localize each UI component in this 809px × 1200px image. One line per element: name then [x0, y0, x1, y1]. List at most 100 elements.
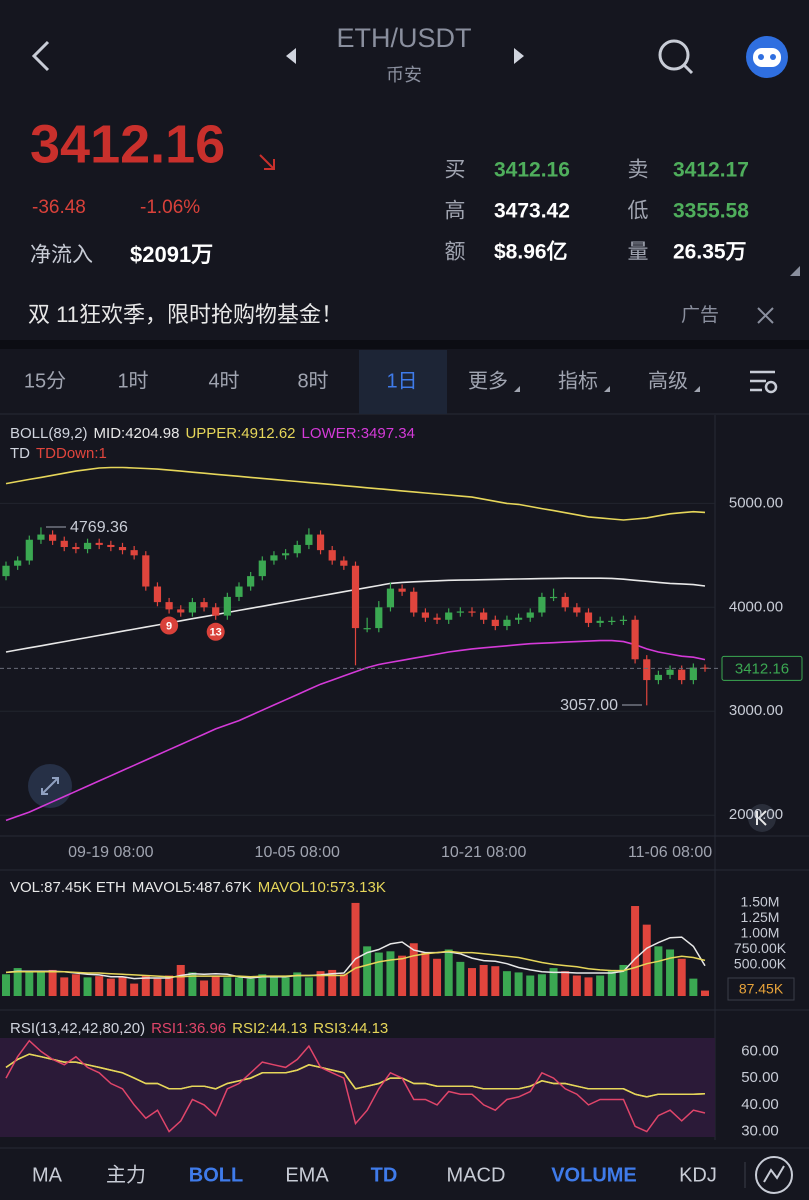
volume-bar: [339, 974, 348, 996]
indicator-tab[interactable]: MACD: [447, 1164, 506, 1186]
volume-bar: [304, 977, 313, 996]
scroll-latest[interactable]: [748, 804, 776, 832]
avatar[interactable]: [746, 36, 788, 78]
volume-bar: [223, 977, 232, 996]
draw-button[interactable]: [755, 1156, 793, 1194]
indicator-tab[interactable]: 主力: [106, 1163, 146, 1186]
legend-entry: TDDown:1: [36, 445, 107, 462]
indicator-legend: VOL:87.45K ETH MAVOL5:487.67K MAVOL10:573.…: [10, 879, 386, 896]
prev-pair[interactable]: [286, 48, 296, 64]
volume-bar: [491, 966, 500, 996]
change-pct: -1.06%: [140, 197, 200, 218]
volume-bar: [596, 975, 605, 996]
volume-bar: [235, 977, 243, 996]
volume-bar: [456, 961, 465, 996]
candle-body: [270, 555, 278, 561]
y-tick-label: 30.00: [741, 1123, 779, 1140]
fullscreen-button[interactable]: [28, 764, 72, 808]
interval-tab[interactable]: 更多: [468, 369, 508, 392]
td-marker: [160, 616, 179, 635]
candle-body: [398, 588, 406, 592]
y-tick-label: 60.00: [741, 1042, 779, 1059]
candle-body: [258, 560, 266, 577]
candle-body: [351, 565, 360, 629]
candle-body: [165, 602, 173, 610]
volume-bar: [502, 971, 511, 996]
x-tick-label: 09-19 08:00: [68, 844, 154, 861]
volume-bar: [71, 974, 80, 996]
volume-bar: [188, 972, 197, 996]
candle-body: [386, 588, 395, 608]
settings-button[interactable]: [750, 370, 778, 394]
volume-bar: [83, 977, 92, 996]
indicator-tab[interactable]: TD: [371, 1164, 398, 1186]
interval-tab[interactable]: 8时: [297, 369, 328, 392]
candle-body: [49, 534, 57, 541]
candle-body: [596, 620, 604, 623]
volume-bar: [701, 990, 709, 996]
interval-tab[interactable]: 4时: [208, 369, 239, 392]
volume-bar: [433, 958, 442, 996]
dropdown-caret: [604, 386, 610, 392]
volume-bar: [572, 975, 581, 996]
y-tick-label: 3000.00: [729, 702, 783, 719]
volume-current: 87.45K: [739, 981, 784, 997]
candle-body: [95, 542, 103, 545]
ad-close[interactable]: [757, 307, 774, 324]
volume-bar: [328, 969, 337, 996]
candle-body: [363, 628, 371, 630]
interval-tab[interactable]: 1时: [117, 369, 148, 392]
candle-body: [445, 612, 453, 620]
candle-body: [643, 659, 651, 681]
candle-body: [701, 667, 709, 669]
volume-bar: [153, 978, 162, 996]
volume-bar: [269, 975, 278, 996]
y-tick-label: 750.00K: [734, 940, 787, 956]
candle-body: [2, 565, 10, 577]
candle-body: [235, 586, 243, 597]
td-count: 13: [210, 627, 222, 639]
candle-body: [666, 669, 674, 675]
rsi-line: [5, 1053, 706, 1098]
ad-text[interactable]: 双 11狂欢季，限时抢购物基金！: [28, 302, 343, 327]
back-button[interactable]: [31, 40, 50, 72]
candle-body: [538, 596, 546, 613]
candle-body: [223, 596, 231, 616]
legend-entry: VOL:87.45K ETH: [10, 879, 126, 896]
dropdown-caret: [514, 386, 520, 392]
expand-corner[interactable]: [790, 266, 800, 276]
candle-body: [305, 534, 313, 545]
volume-bar: [631, 906, 640, 996]
indicator-tab[interactable]: EMA: [285, 1164, 329, 1186]
volume-bar: [537, 974, 546, 996]
interval-tab[interactable]: 1日: [386, 370, 417, 392]
volume-bar: [25, 972, 34, 996]
y-tick-label: 2000.00: [729, 806, 783, 823]
candle-body: [118, 547, 127, 551]
volume-bar: [479, 964, 488, 996]
volume-bar: [211, 976, 220, 996]
interval-tab[interactable]: 指标: [558, 369, 598, 392]
y-tick-label: 40.00: [741, 1096, 779, 1113]
boll-line: [5, 466, 706, 521]
next-pair[interactable]: [514, 48, 524, 64]
volume-bar: [677, 958, 686, 996]
search-button[interactable]: [658, 39, 694, 75]
indicator-tab[interactable]: BOLL: [189, 1164, 243, 1186]
stat-label: 卖: [628, 159, 649, 182]
mavol-line: [5, 936, 706, 980]
stat-value: 3473.42: [494, 200, 570, 223]
candle-body: [14, 560, 22, 566]
candle-body: [491, 619, 499, 627]
indicator-tab[interactable]: KDJ: [679, 1164, 717, 1186]
volume-bar: [526, 975, 535, 996]
volume-bar: [165, 975, 174, 996]
y-tick-label: 50.00: [741, 1069, 779, 1086]
interval-tab[interactable]: 高级: [648, 369, 688, 392]
indicator-tab[interactable]: MA: [32, 1164, 63, 1186]
candle-body: [212, 607, 220, 616]
indicator-tab[interactable]: VOLUME: [551, 1164, 637, 1186]
ad-banner[interactable]: [0, 290, 809, 340]
interval-tab[interactable]: 15分: [24, 369, 66, 392]
